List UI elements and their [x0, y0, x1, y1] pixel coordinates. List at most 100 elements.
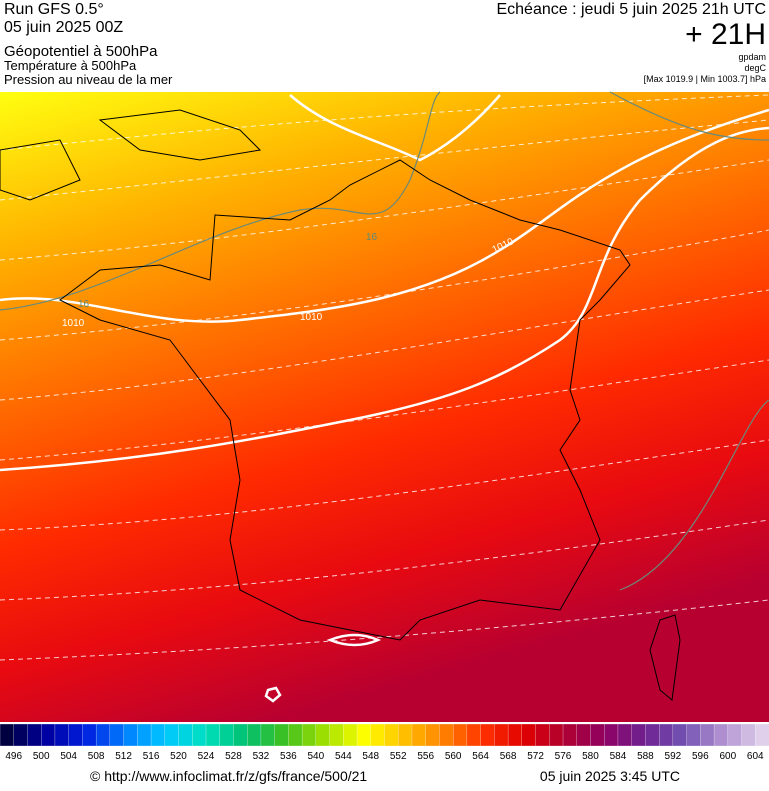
unit-label: degC [744, 63, 766, 73]
color-swatch [549, 723, 564, 747]
color-swatch [384, 723, 399, 747]
color-swatch [562, 723, 578, 747]
colorbar-label: 520 [170, 751, 187, 762]
color-swatch [507, 723, 523, 747]
color-swatch [164, 723, 180, 747]
unit-label: gpdam [738, 52, 766, 62]
temperature-contours [0, 91, 769, 591]
corsica [649, 614, 681, 701]
color-swatch [41, 723, 56, 747]
england-coast [0, 109, 262, 201]
pressure-contours [0, 94, 769, 703]
issue-date: 05 juin 2025 3:45 UTC [540, 768, 680, 784]
colorbar-label: 532 [253, 751, 270, 762]
color-swatch [95, 723, 111, 747]
colorbar-label: 528 [225, 751, 242, 762]
colorbar-label: 500 [33, 751, 50, 762]
color-swatch [54, 723, 70, 747]
color-swatch [398, 723, 413, 747]
color-swatch [370, 723, 386, 747]
colorbar-label: 588 [637, 751, 654, 762]
color-swatch [411, 723, 427, 747]
color-swatch [700, 723, 715, 747]
colorbar-label: 572 [527, 751, 544, 762]
color-swatch [617, 723, 633, 747]
colorbar-label: 504 [60, 751, 77, 762]
color-swatch [672, 723, 688, 747]
colorbar-label: 604 [747, 751, 764, 762]
run-date: 05 juin 2025 00Z [4, 19, 123, 36]
contour-label: 1010 [62, 318, 85, 329]
colorbar-label: 548 [362, 751, 379, 762]
color-swatch [137, 723, 152, 747]
contour-label: 16 [78, 299, 90, 310]
geopotential-contours [0, 94, 769, 661]
color-swatch [205, 723, 221, 747]
colorbar-label: 540 [307, 751, 324, 762]
color-swatch [192, 723, 207, 747]
color-swatch [645, 723, 660, 747]
color-swatch [521, 723, 537, 747]
colorbar-label: 596 [692, 751, 709, 762]
color-swatch [247, 723, 262, 747]
color-swatch [480, 723, 496, 747]
color-swatch [219, 723, 235, 747]
color-swatch [109, 723, 125, 747]
color-swatch [274, 723, 290, 747]
color-swatch [741, 723, 756, 747]
colorbar-label: 560 [445, 751, 462, 762]
color-swatch [356, 723, 372, 747]
color-swatch [0, 723, 15, 747]
color-swatch [329, 723, 344, 747]
colorbar-label: 580 [582, 751, 599, 762]
color-swatch [631, 723, 647, 747]
contour-label: 16 [366, 232, 378, 243]
color-swatch [658, 723, 674, 747]
color-swatch [178, 723, 193, 747]
color-swatch [755, 723, 769, 747]
colorbar-label: 576 [555, 751, 572, 762]
color-swatch [590, 723, 605, 747]
color-swatch [535, 723, 550, 747]
color-swatch [494, 723, 509, 747]
color-swatch [727, 723, 743, 747]
map-area: 1010 1010 1010 16 16 [0, 91, 769, 722]
colorbar-label: 524 [198, 751, 215, 762]
colorbar-label: 564 [472, 751, 489, 762]
color-swatch [343, 723, 358, 747]
colorbar-label: 552 [390, 751, 407, 762]
color-swatch [713, 723, 729, 747]
colorbar: 496 500 504 508 512 516 520 524 528 532 536 540 544 5… [0, 723, 769, 762]
layer-label: Pression au niveau de la mer [4, 72, 173, 87]
colorbar-label: 584 [610, 751, 627, 762]
color-swatch [466, 723, 482, 747]
color-swatch [686, 723, 701, 747]
colorbar-label: 556 [417, 751, 434, 762]
lead-time: + 21H [685, 18, 766, 51]
colorbar-label: 508 [88, 751, 105, 762]
color-swatch [13, 723, 29, 747]
color-swatch [453, 723, 468, 747]
color-swatch [301, 723, 317, 747]
layer-label: Température à 500hPa [4, 58, 137, 73]
color-swatch [27, 723, 42, 747]
colorbar-label: 516 [143, 751, 160, 762]
color-swatch [425, 723, 441, 747]
colorbar-label: 496 [5, 751, 22, 762]
color-swatch [150, 723, 166, 747]
contour-label: 1010 [300, 312, 323, 323]
color-swatch [123, 723, 138, 747]
coastline [59, 159, 631, 641]
color-swatch [233, 723, 248, 747]
color-swatch [439, 723, 454, 747]
layer-label: Géopotentiel à 500hPa [4, 43, 158, 60]
colorbar-label: 512 [115, 751, 132, 762]
color-swatch [82, 723, 97, 747]
range-label: [Max 1019.9 | Min 1003.7] hPa [644, 74, 766, 84]
colorbar-label: 544 [335, 751, 352, 762]
run-title: Run GFS 0.5° [4, 1, 104, 18]
color-swatch [604, 723, 619, 747]
forecast-time: Echéance : jeudi 5 juin 2025 21h UTC [496, 1, 766, 18]
